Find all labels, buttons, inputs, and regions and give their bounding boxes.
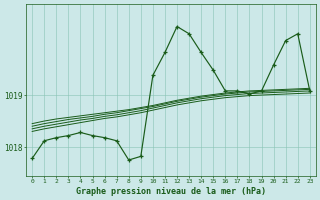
X-axis label: Graphe pression niveau de la mer (hPa): Graphe pression niveau de la mer (hPa) [76,187,266,196]
